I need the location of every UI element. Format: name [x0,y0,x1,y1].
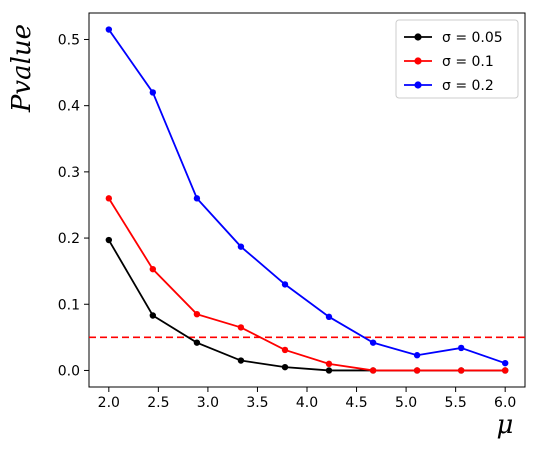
data-point [457,367,465,374]
data-point [149,265,157,273]
data-point [325,367,333,374]
legend-item: σ = 0.05 [404,30,503,46]
data-point [325,313,333,321]
series-1 [105,236,509,374]
y-tick-label: 0.3 [58,165,80,181]
data-point [237,357,245,364]
y-axis-title: Pvalue [7,24,37,113]
y-tick-label: 0.1 [58,297,80,313]
x-tick-label: 5.0 [395,395,417,411]
legend-frame [395,19,519,99]
legend-label: σ = 0.1 [442,54,494,70]
data-point [413,367,421,374]
x-axis-title: μ [497,410,514,440]
data-point [501,359,509,367]
legend-item: σ = 0.1 [404,54,494,70]
data-point [369,367,377,374]
legend-marker [414,33,422,41]
data-point [149,312,157,319]
data-point [457,344,465,352]
legend-label: σ = 0.2 [442,78,494,94]
x-tick-label: 2.0 [98,395,120,411]
x-tick-label: 2.5 [147,395,169,411]
x-tick-label: 4.0 [296,395,318,411]
x-tick-label: 3.5 [246,395,268,411]
series-line [108,197,506,372]
x-tick-label: 6.0 [494,395,516,411]
x-tick-label: 4.5 [345,395,367,411]
y-tick-label: 0.4 [58,99,80,115]
x-tick-label: 3.0 [197,395,219,411]
series-2 [105,195,509,374]
series-3 [105,26,509,367]
data-point [105,236,113,244]
series-line [108,29,506,365]
data-point [281,346,289,354]
data-point [369,339,377,346]
data-point [237,324,245,331]
data-point [105,195,113,202]
data-point [413,352,421,359]
legend-marker [414,57,422,65]
legend-marker [414,81,422,89]
data-point [325,360,333,368]
data-point [193,195,201,202]
legend-label: σ = 0.05 [442,30,503,46]
data-point [193,339,201,346]
data-point [281,281,289,288]
y-tick-label: 0.0 [58,363,80,379]
x-axis-ticks: 2.0 2.5 3.0 3.5 4.0 4.5 5.0 5.5 6.0 [98,387,516,411]
y-axis-ticks: 0.0 0.1 0.2 0.3 0.4 0.5 [58,32,89,379]
data-point [281,363,289,371]
data-point [501,367,509,374]
legend: σ = 0.05 σ = 0.1 σ = 0.2 [395,19,519,99]
y-tick-label: 0.2 [58,231,80,247]
data-point [105,26,113,33]
series-layer [105,26,509,374]
data-point [149,89,157,96]
x-tick-label: 5.5 [445,395,467,411]
data-point [193,310,201,318]
data-point [237,243,245,250]
legend-item: σ = 0.2 [404,78,494,94]
y-tick-label: 0.5 [58,32,80,48]
